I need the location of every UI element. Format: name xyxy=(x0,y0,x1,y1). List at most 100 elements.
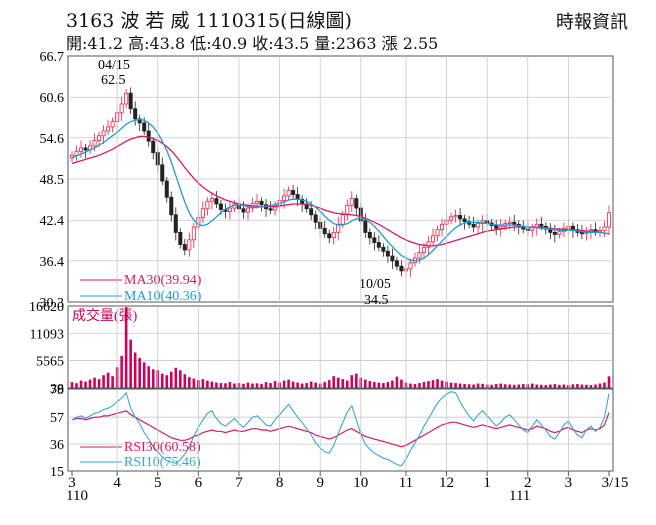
candle-body xyxy=(245,207,250,213)
volume-bar xyxy=(549,384,552,388)
volume-bar xyxy=(395,376,399,388)
x-tick-label: 12 xyxy=(439,475,454,491)
x-tick-label: 1 xyxy=(483,475,491,491)
candle-body xyxy=(399,265,404,272)
price-y-tick-label: 48.5 xyxy=(40,173,65,188)
candle-body xyxy=(106,126,111,132)
ma30-line xyxy=(71,135,610,247)
volume-bar xyxy=(273,381,277,388)
price-stats: 開:41.2 高:43.8 低:40.9 收:43.5 量:2363 漲 2.5… xyxy=(66,34,439,53)
volume-bar xyxy=(377,382,381,388)
rsi-panel-frame xyxy=(67,388,614,472)
candle-body xyxy=(146,130,151,142)
volume-grid xyxy=(68,332,613,361)
volume-bar xyxy=(364,379,367,388)
volume-title: 成交量(張) xyxy=(72,307,138,324)
candle-body xyxy=(345,204,350,216)
volume-bar xyxy=(327,380,331,388)
chart-title: 3163 波 若 威 1110315(日線圖) xyxy=(66,10,352,32)
candle-body xyxy=(173,214,178,233)
candle-body xyxy=(182,244,187,251)
volume-bar xyxy=(129,339,132,388)
candle-body xyxy=(336,223,341,233)
volume-bar xyxy=(120,355,123,388)
volume-bar xyxy=(382,383,385,388)
volume-panel-frame xyxy=(67,305,614,389)
candle-body xyxy=(385,250,390,257)
volume-bar xyxy=(88,379,92,388)
candle-body xyxy=(110,121,115,128)
volume-bar xyxy=(494,384,498,388)
volume-bar xyxy=(341,379,345,388)
volume-bar xyxy=(472,384,475,388)
rsi10-legend: RSI10(75.46) xyxy=(124,455,201,470)
volume-bar xyxy=(400,379,403,388)
candle-body xyxy=(431,235,436,243)
volume-bar xyxy=(558,384,561,388)
volume-bar xyxy=(264,382,268,388)
candle-body xyxy=(124,92,129,105)
volume-bar xyxy=(436,379,439,388)
candle-body xyxy=(476,223,481,228)
candle-body xyxy=(394,260,399,267)
volume-y-tick-label: 16620 xyxy=(29,300,64,315)
volume-bar xyxy=(210,381,214,388)
price-y-tick-label: 60.6 xyxy=(40,91,65,106)
x-axis-ticks: 3 4 5 6 7 8 9 10 11 12 1 2 3 3/15 xyxy=(68,56,628,491)
x-tick-label: 8 xyxy=(276,475,284,491)
candle-body xyxy=(209,198,214,202)
volume-bar xyxy=(553,384,557,388)
candle-body xyxy=(214,198,219,205)
year-label-110: 110 xyxy=(66,488,88,504)
volume-bar xyxy=(454,383,457,388)
volume-bar xyxy=(206,380,209,388)
candle-body xyxy=(408,262,413,270)
candle-body xyxy=(449,216,454,221)
volume-bar xyxy=(373,382,376,388)
volume-bar xyxy=(215,382,218,388)
volume-bar xyxy=(242,383,245,388)
candle-body xyxy=(471,223,476,228)
volume-bar xyxy=(580,384,584,388)
price-y-tick-label: 42.4 xyxy=(40,214,65,229)
volume-bar xyxy=(124,307,128,388)
volume-bar xyxy=(219,383,223,388)
volume-bar xyxy=(251,383,254,388)
volume-bar xyxy=(260,384,263,388)
candle-body xyxy=(539,223,544,227)
x-tick-label: 6 xyxy=(195,475,203,491)
candle-body xyxy=(557,231,562,235)
volume-bar xyxy=(287,379,290,388)
ma30-legend: MA30(39.94) xyxy=(124,273,202,288)
candle-body xyxy=(128,92,133,110)
x-tick-label: 11 xyxy=(399,475,413,491)
ma10-legend: MA10(40.36) xyxy=(124,289,202,304)
volume-bar xyxy=(233,383,236,388)
volume-bar xyxy=(503,384,507,388)
candle-body xyxy=(291,190,296,195)
candle-body xyxy=(354,198,359,209)
volume-bar xyxy=(165,375,169,388)
volume-bar xyxy=(499,383,502,388)
volume-bar xyxy=(354,373,358,388)
volume-bar xyxy=(490,384,493,388)
volume-bar xyxy=(540,384,543,388)
x-tick-label: 3/15 xyxy=(602,475,629,491)
volume-bar xyxy=(603,382,606,388)
volume-bar xyxy=(269,383,272,388)
x-tick-label: 10 xyxy=(353,475,368,491)
annotation-high-value: 62.5 xyxy=(101,73,126,88)
candle-body xyxy=(607,212,612,228)
candle-body xyxy=(462,218,467,222)
volume-bar xyxy=(332,376,336,388)
volume-bar xyxy=(368,381,372,388)
candle-body xyxy=(340,214,345,225)
rsi-y-tick-label: 79 xyxy=(50,383,64,398)
candle-body xyxy=(200,208,205,218)
candle-body xyxy=(440,223,445,231)
volume-bar xyxy=(463,384,466,388)
volume-bar xyxy=(133,352,137,388)
volume-bar xyxy=(391,380,394,388)
volume-bar xyxy=(93,377,96,388)
x-tick-label: 3 xyxy=(565,475,573,491)
